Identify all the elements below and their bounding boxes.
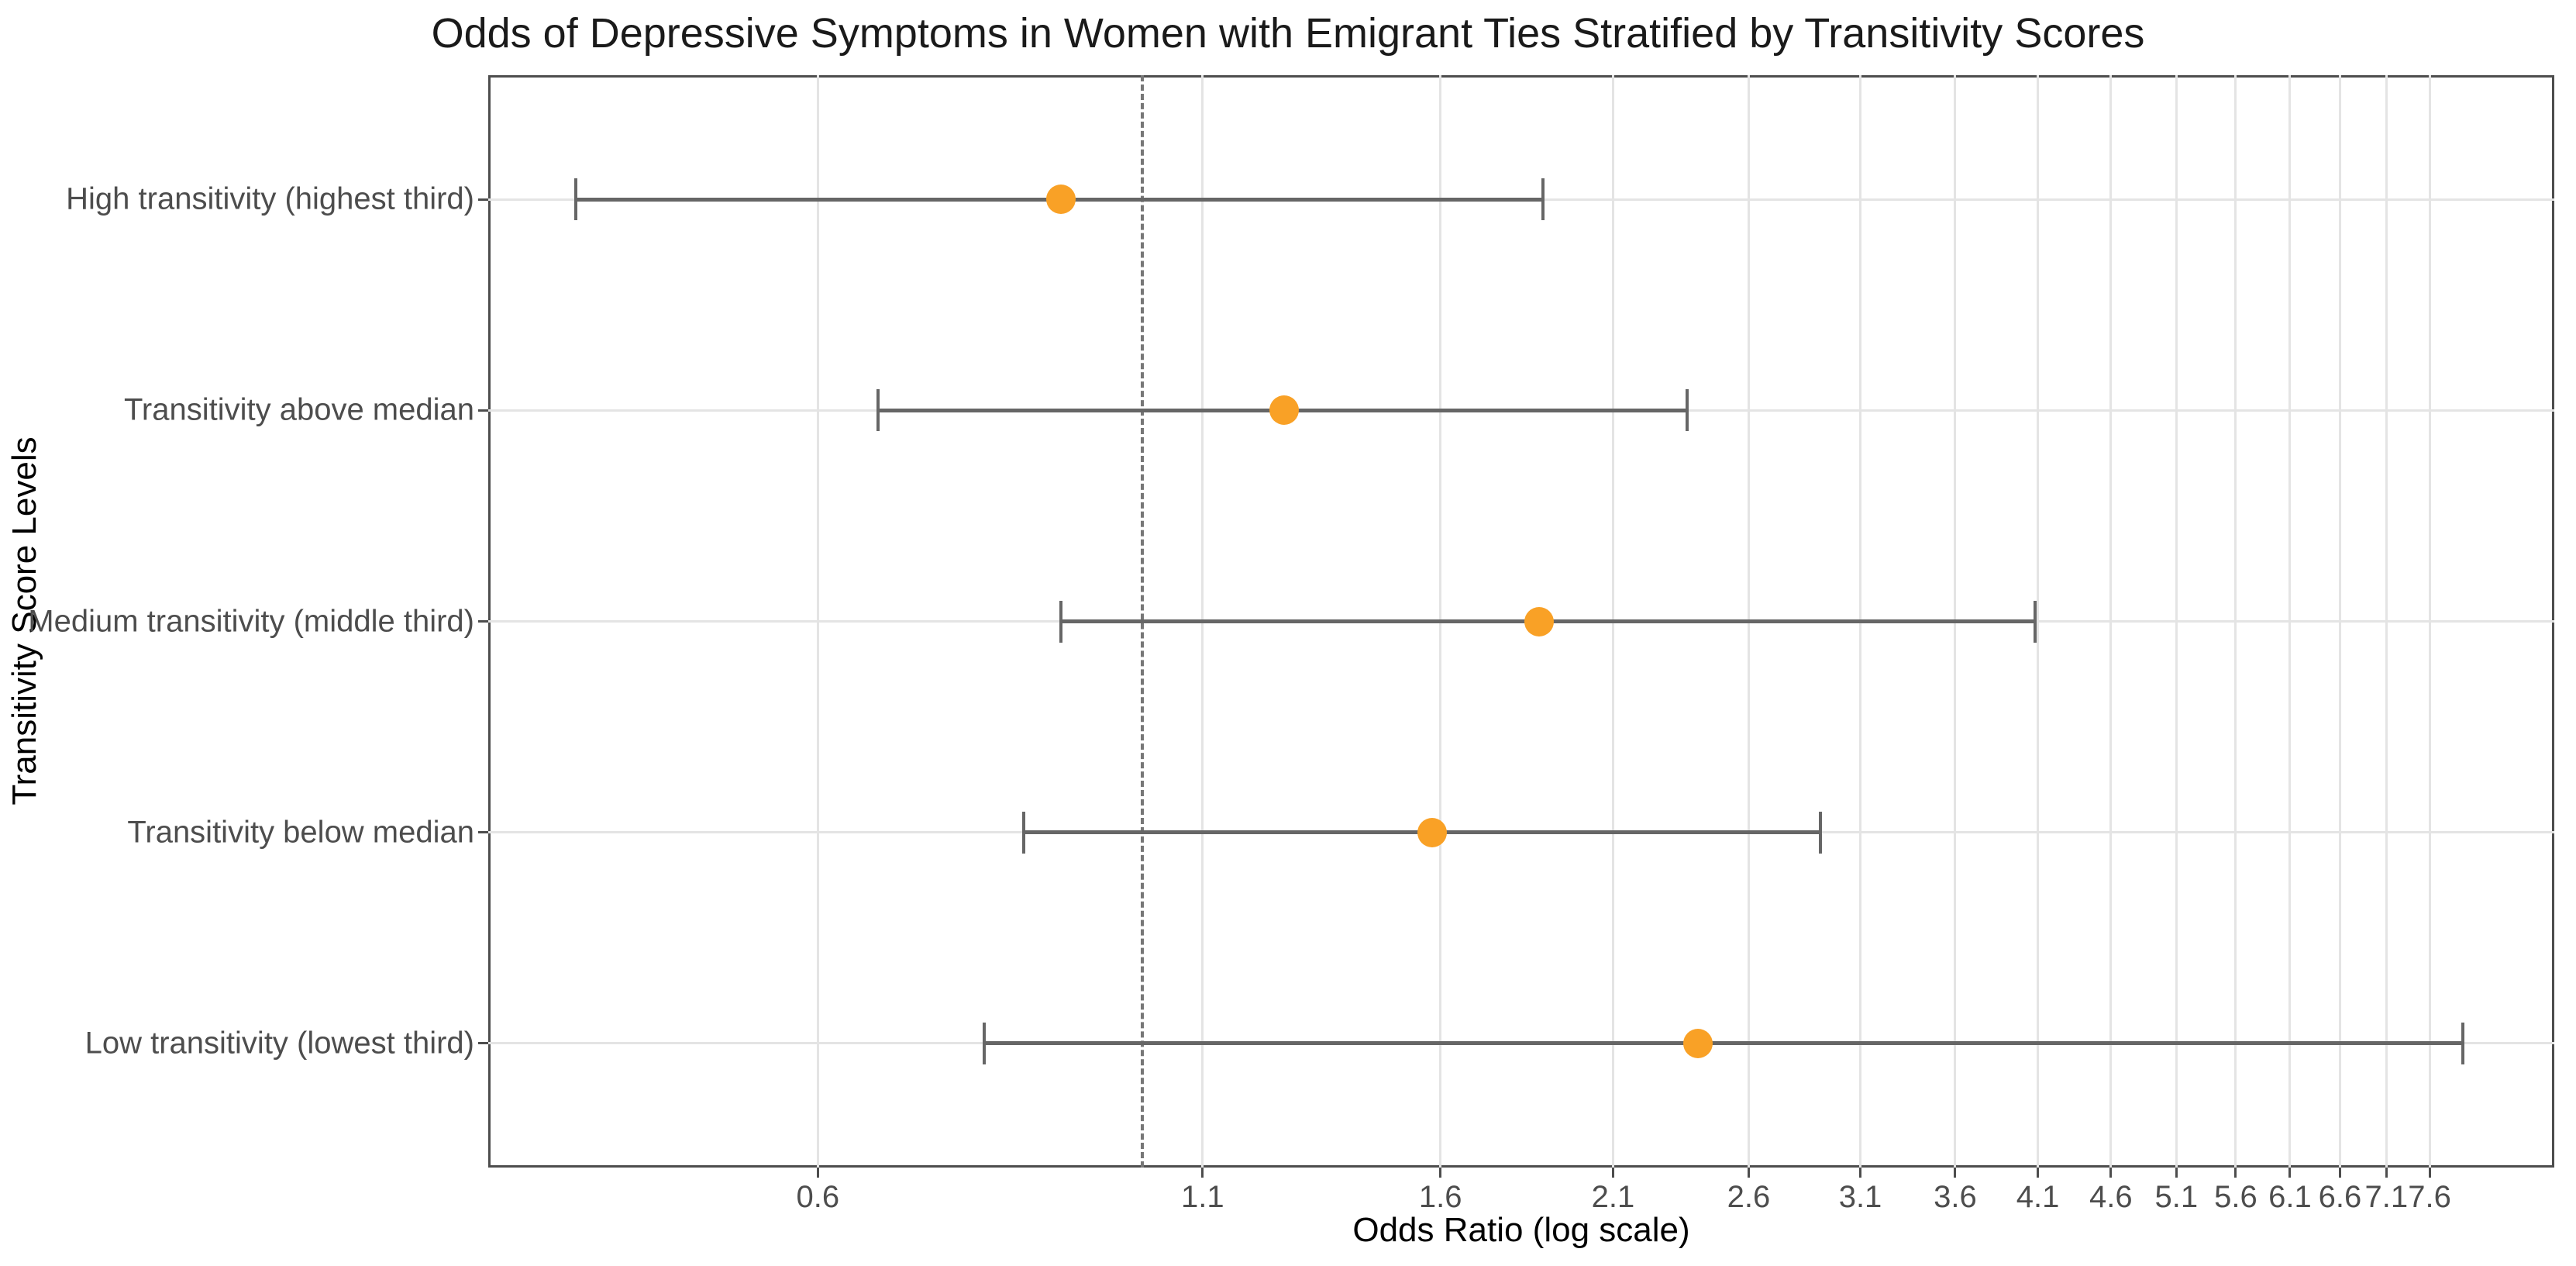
x-tick-label: 4.1 xyxy=(2016,1180,2060,1214)
vertical-gridline xyxy=(2234,75,2237,1168)
x-tick-mark xyxy=(2428,1168,2431,1178)
y-tick-mark xyxy=(478,198,488,201)
ci-cap-right xyxy=(2461,1022,2465,1064)
odds-ratio-point xyxy=(1524,606,1555,636)
vertical-gridline xyxy=(2428,75,2431,1168)
vertical-gridline xyxy=(816,75,819,1168)
ci-cap-left xyxy=(1059,600,1062,643)
y-tick-label: Transitivity below median xyxy=(127,815,474,849)
x-tick-mark xyxy=(1439,1168,1442,1178)
x-tick-label: 7.1 xyxy=(2364,1180,2409,1214)
ci-cap-right xyxy=(2033,600,2037,643)
x-tick-mark xyxy=(2288,1168,2292,1178)
y-tick-label: High transitivity (highest third) xyxy=(66,181,474,216)
x-tick-label: 5.1 xyxy=(2154,1180,2199,1214)
x-tick-label: 6.6 xyxy=(2318,1180,2362,1214)
x-tick-mark xyxy=(1611,1168,1614,1178)
vertical-gridline xyxy=(2109,75,2113,1168)
x-tick-label: 2.1 xyxy=(1591,1180,1635,1214)
x-tick-mark xyxy=(2338,1168,2341,1178)
x-tick-label: 3.1 xyxy=(1838,1180,1882,1214)
x-tick-mark xyxy=(2109,1168,2113,1178)
chart-title: Odds of Depressive Symptoms in Women wit… xyxy=(431,10,2145,57)
x-axis-title: Odds Ratio (log scale) xyxy=(1352,1211,1690,1249)
y-tick-label: Medium transitivity (middle third) xyxy=(28,604,474,638)
odds-ratio-point xyxy=(1269,395,1299,426)
x-tick-label: 0.6 xyxy=(796,1180,840,1214)
ci-cap-left xyxy=(574,178,578,221)
x-tick-mark xyxy=(2037,1168,2040,1178)
ci-error-bar xyxy=(984,1041,2464,1045)
x-tick-label: 3.6 xyxy=(1934,1180,1977,1214)
x-tick-label: 7.6 xyxy=(2408,1180,2451,1214)
ci-cap-right xyxy=(1818,811,1822,854)
x-tick-label: 1.6 xyxy=(1418,1180,1462,1214)
odds-ratio-point xyxy=(1417,817,1448,847)
x-tick-mark xyxy=(2175,1168,2178,1178)
y-tick-mark xyxy=(478,409,488,412)
x-tick-label: 5.6 xyxy=(2214,1180,2257,1214)
odds-ratio-point xyxy=(1682,1028,1713,1058)
odds-ratio-point xyxy=(1046,185,1076,215)
vertical-gridline xyxy=(2385,75,2388,1168)
x-tick-mark xyxy=(816,1168,819,1178)
ci-cap-left xyxy=(983,1022,987,1064)
vertical-gridline xyxy=(2175,75,2178,1168)
x-tick-mark xyxy=(2234,1168,2237,1178)
vertical-gridline xyxy=(2338,75,2341,1168)
x-tick-label: 4.6 xyxy=(2089,1180,2133,1214)
ci-cap-left xyxy=(876,389,880,432)
vertical-gridline xyxy=(2288,75,2292,1168)
x-tick-mark xyxy=(1201,1168,1204,1178)
y-tick-label: Transitivity above median xyxy=(123,392,474,427)
ci-cap-right xyxy=(1541,178,1545,221)
x-tick-mark xyxy=(1747,1168,1750,1178)
vertical-gridline xyxy=(2037,75,2040,1168)
x-tick-label: 1.1 xyxy=(1180,1180,1224,1214)
ci-cap-right xyxy=(1686,389,1689,432)
x-tick-label: 2.6 xyxy=(1727,1180,1771,1214)
y-tick-mark xyxy=(478,620,488,623)
x-tick-mark xyxy=(2385,1168,2388,1178)
x-tick-mark xyxy=(1954,1168,1957,1178)
x-tick-label: 6.1 xyxy=(2268,1180,2312,1214)
y-tick-label: Low transitivity (lowest third) xyxy=(84,1026,474,1060)
y-tick-mark xyxy=(478,831,488,833)
ci-cap-left xyxy=(1022,811,1026,854)
x-tick-mark xyxy=(1859,1168,1861,1178)
y-tick-mark xyxy=(478,1042,488,1044)
